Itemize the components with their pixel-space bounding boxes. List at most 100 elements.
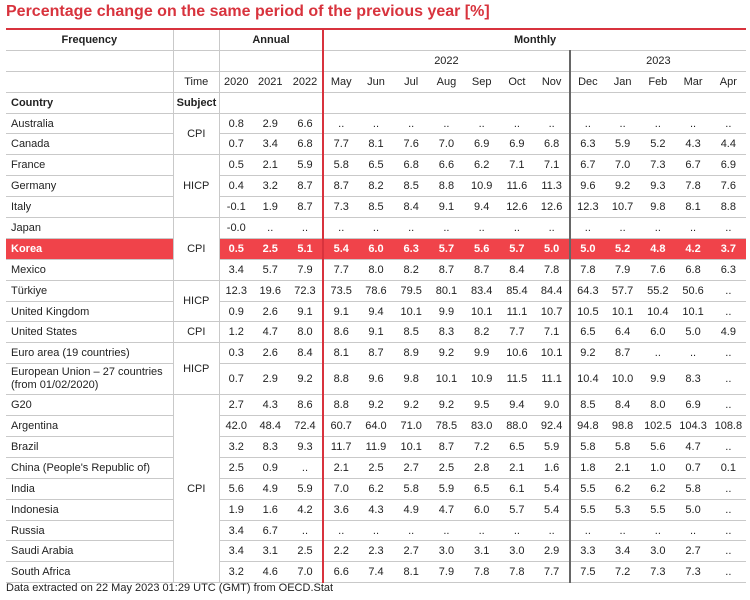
value-cell: ..: [710, 363, 746, 396]
cpi-table: Frequency Annual Monthly 2022 2023 Time …: [6, 28, 746, 584]
value-cell: 9.8: [393, 363, 429, 396]
value-cell: 5.0: [568, 238, 605, 260]
frequency-header: Frequency: [6, 29, 174, 51]
value-cell: 6.5: [358, 154, 394, 177]
value-cell: 10.7: [534, 301, 570, 323]
value-cell: 9.9: [640, 363, 676, 396]
table-row: Argentina 42.0 48.4 72.4 60.7 64.0 71.0 78.5 83.…: [6, 415, 746, 438]
country-name: India: [6, 478, 174, 500]
value-cell: 8.7: [464, 259, 500, 281]
value-cell: 73.5: [322, 280, 359, 302]
country-header: Country: [6, 92, 174, 114]
table-row: China (People's Republic of) 2.5 0.9.. 2.1 2…: [6, 457, 746, 479]
value-cell: 7.6: [640, 259, 676, 281]
country-name: Argentina: [6, 415, 174, 438]
value-cell: 1.9: [219, 499, 253, 521]
table-row: South Africa 3.2 4.6 7.0 6.6 7.4 8.1 7.9 7.8 7.8 7…: [6, 561, 746, 584]
value-cell: 92.4: [534, 415, 570, 438]
period-header: Mar: [675, 71, 711, 93]
value-cell: ..: [675, 342, 711, 365]
country-name: United Kingdom: [6, 301, 174, 323]
value-cell: 9.9: [464, 342, 500, 365]
value-cell: 6.2: [640, 478, 676, 500]
value-cell: 7.6: [393, 133, 429, 156]
value-cell: 3.7: [710, 238, 746, 260]
value-cell: 2.9: [534, 540, 570, 563]
value-cell: 11.6: [499, 175, 535, 198]
value-cell: 6.9: [710, 154, 746, 177]
value-cell: 9.6: [568, 175, 605, 198]
value-cell: 3.6: [322, 499, 359, 521]
value-cell: 2.3: [358, 540, 394, 563]
country-name: South Africa: [6, 561, 174, 584]
value-cell: 9.2: [428, 394, 465, 417]
value-cell: 5.5: [640, 499, 676, 521]
period-header: Oct: [499, 71, 535, 93]
value-cell: 4.7: [428, 499, 465, 521]
value-cell: 9.8: [640, 196, 676, 219]
value-cell: 9.1: [322, 301, 359, 323]
value-cell: 2.1: [322, 457, 359, 479]
value-cell: 10.9: [464, 175, 500, 198]
value-cell: 2.7: [393, 457, 429, 479]
subject-cell: CPI: [172, 217, 220, 281]
subject-cell: HICP: [172, 280, 220, 323]
value-cell: 7.6: [710, 175, 746, 198]
value-cell: 10.9: [464, 363, 500, 396]
value-cell: 5.8: [568, 436, 605, 458]
value-cell: ..: [287, 520, 324, 542]
value-cell: ..: [710, 394, 746, 417]
period-header: Sep: [464, 71, 500, 93]
value-cell: 9.2: [428, 342, 465, 365]
value-cell: ..: [710, 217, 746, 239]
period-header: Feb: [640, 71, 676, 93]
value-cell: 5.0: [675, 321, 711, 344]
table-row: Russia 3.4 6.7..........................: [6, 520, 746, 542]
value-cell: 7.7: [322, 259, 359, 281]
value-cell: 7.0: [287, 561, 324, 584]
value-cell: 6.8: [675, 259, 711, 281]
value-cell: 1.2: [219, 321, 253, 344]
value-cell: 0.7: [219, 133, 253, 156]
value-cell: 8.6: [287, 394, 324, 417]
value-cell: 10.4: [568, 363, 605, 396]
country-name: Korea: [6, 238, 174, 260]
value-cell: 4.8: [640, 238, 676, 260]
value-cell: ..: [252, 217, 288, 239]
value-cell: 8.7: [428, 436, 465, 458]
blank-annual-cell: [219, 50, 324, 72]
value-cell: 7.3: [322, 196, 359, 219]
value-cell: 108.8: [710, 415, 746, 438]
value-cell: 7.9: [287, 259, 324, 281]
value-cell: ..: [322, 113, 359, 135]
value-cell: 0.9: [252, 457, 288, 479]
blank-monthly-cell: [568, 92, 746, 114]
value-cell: 5.6: [464, 238, 500, 260]
value-cell: 84.4: [534, 280, 570, 302]
value-cell: 5.7: [428, 238, 465, 260]
value-cell: 5.8: [322, 154, 359, 177]
value-cell: 4.9: [710, 321, 746, 344]
year-2023-header: 2023: [568, 50, 746, 72]
value-cell: ..: [393, 217, 429, 239]
subject-cell: CPI: [172, 113, 220, 156]
value-cell: 8.7: [287, 175, 324, 198]
value-cell: 4.3: [358, 499, 394, 521]
value-cell: 4.9: [252, 478, 288, 500]
value-cell: 11.9: [358, 436, 394, 458]
value-cell: ..: [499, 520, 535, 542]
value-cell: ..: [287, 217, 324, 239]
value-cell: 3.4: [219, 540, 253, 563]
value-cell: 9.5: [464, 394, 500, 417]
value-cell: 94.8: [568, 415, 605, 438]
value-cell: ..: [710, 436, 746, 458]
value-cell: 1.9: [252, 196, 288, 219]
value-cell: 72.4: [287, 415, 324, 438]
value-cell: 8.5: [393, 321, 429, 344]
country-name: G20: [6, 394, 174, 417]
value-cell: ..: [499, 217, 535, 239]
period-header: Jul: [393, 71, 429, 93]
value-cell: 5.4: [534, 478, 570, 500]
value-cell: 3.0: [640, 540, 676, 563]
value-cell: 4.7: [675, 436, 711, 458]
